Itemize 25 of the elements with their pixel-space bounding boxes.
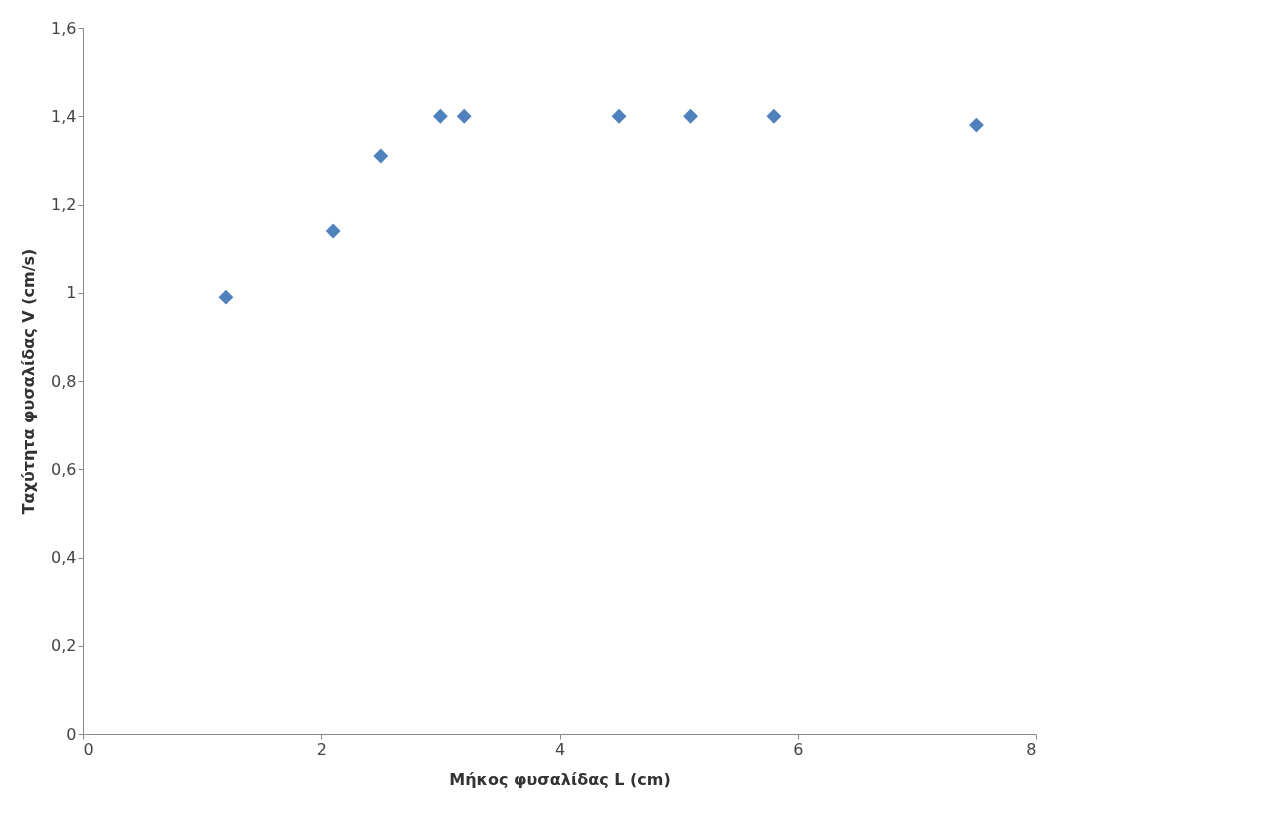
point bbox=[766, 108, 782, 124]
y-tick-label: 1 bbox=[66, 283, 77, 303]
point bbox=[218, 289, 234, 305]
point bbox=[325, 223, 341, 239]
y-tick-label: 0,8 bbox=[51, 371, 77, 391]
point bbox=[456, 108, 472, 124]
y-tick-label: 0,6 bbox=[51, 459, 77, 479]
x-tick-label: 8 bbox=[1026, 739, 1037, 759]
point bbox=[432, 108, 448, 124]
point bbox=[611, 108, 627, 124]
y-tick-label: 1,4 bbox=[51, 106, 77, 126]
y-tick-label: 1,6 bbox=[51, 18, 77, 38]
y-tick-label: 1,2 bbox=[51, 195, 77, 214]
y-tick-label: 0,2 bbox=[51, 636, 77, 656]
y-axis-title: Ταχύτητα φυσαλίδας V (cm/s) bbox=[19, 248, 39, 515]
y-tick-label: 0,4 bbox=[51, 548, 77, 567]
point bbox=[373, 148, 389, 164]
x-axis-title: Μήκος φυσαλίδας L (cm) bbox=[449, 769, 671, 789]
x-tick-label: 4 bbox=[554, 739, 566, 759]
point bbox=[683, 108, 698, 124]
point bbox=[969, 117, 984, 133]
x-tick-label: 2 bbox=[316, 739, 327, 759]
x-tick-label: 0 bbox=[83, 739, 94, 759]
x-tick-label: 6 bbox=[793, 739, 804, 759]
y-tick-label: 0 bbox=[66, 724, 77, 744]
